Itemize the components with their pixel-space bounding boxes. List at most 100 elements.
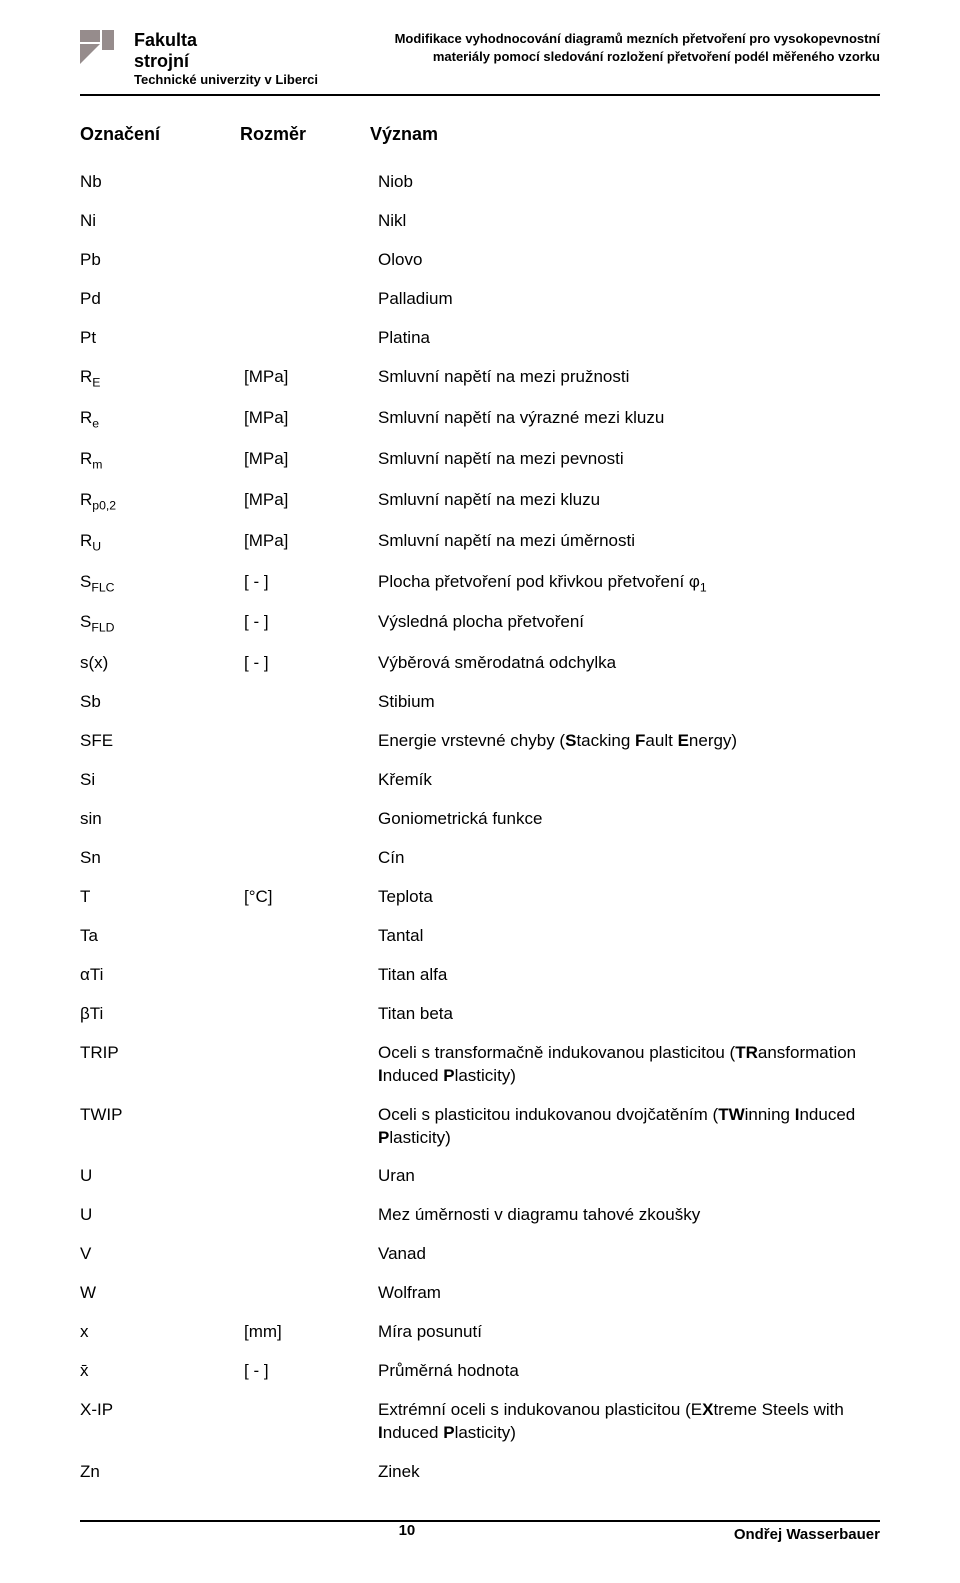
- symbol-cell: RE: [80, 358, 244, 399]
- meaning-cell: Tantal: [378, 917, 880, 956]
- meaning-cell: Smluvní napětí na mezi pružnosti: [378, 358, 880, 399]
- table-row: x[mm]Míra posunutí: [80, 1313, 880, 1352]
- meaning-cell: Výsledná plocha přetvoření: [378, 603, 880, 644]
- faculty-line1: Fakulta: [134, 30, 318, 51]
- faculty-line2: strojní: [134, 51, 318, 72]
- page-number: 10: [399, 1522, 416, 1539]
- table-row: SFLD[ - ]Výsledná plocha přetvoření: [80, 603, 880, 644]
- table-row: βTi Titan beta: [80, 995, 880, 1034]
- dimension-cell: [ - ]: [244, 563, 378, 604]
- symbol-cell: U: [80, 1157, 244, 1196]
- dimension-cell: [244, 319, 378, 358]
- symbol-cell: Re: [80, 399, 244, 440]
- meaning-cell: Nikl: [378, 202, 880, 241]
- symbol-cell: βTi: [80, 995, 244, 1034]
- meaning-cell: Zinek: [378, 1453, 880, 1492]
- table-row: RU[MPa]Smluvní napětí na mezi úměrnosti: [80, 522, 880, 563]
- symbol-cell: X-IP: [80, 1391, 244, 1453]
- dimension-cell: [ - ]: [244, 644, 378, 683]
- dimension-cell: [ - ]: [244, 603, 378, 644]
- table-row: SnCín: [80, 839, 880, 878]
- dimension-cell: [244, 761, 378, 800]
- meaning-cell: Průměrná hodnota: [378, 1352, 880, 1391]
- table-row: Re[MPa]Smluvní napětí na výrazné mezi kl…: [80, 399, 880, 440]
- symbol-cell: SFLC: [80, 563, 244, 604]
- meaning-cell: Plocha přetvoření pod křivkou přetvoření…: [378, 563, 880, 604]
- table-row: U Uran: [80, 1157, 880, 1196]
- symbol-cell: αTi: [80, 956, 244, 995]
- meaning-cell: Energie vrstevné chyby (Stacking Fault E…: [378, 722, 880, 761]
- dimension-cell: [244, 839, 378, 878]
- dimension-cell: [244, 1196, 378, 1235]
- meaning-cell: Míra posunutí: [378, 1313, 880, 1352]
- page: Fakulta strojní Technické univerzity v L…: [0, 0, 960, 1583]
- dimension-cell: [244, 280, 378, 319]
- dimension-cell: [244, 722, 378, 761]
- meaning-cell: Mez úměrnosti v diagramu tahové zkoušky: [378, 1196, 880, 1235]
- symbol-cell: RU: [80, 522, 244, 563]
- dimension-cell: [244, 995, 378, 1034]
- dimension-cell: [MPa]: [244, 399, 378, 440]
- symbol-cell: TRIP: [80, 1034, 244, 1096]
- thesis-title-line2: materiály pomocí sledování rozložení pře…: [395, 48, 880, 66]
- symbol-cell: Nb: [80, 163, 244, 202]
- meaning-cell: Platina: [378, 319, 880, 358]
- table-header: Označení Rozměr Význam: [80, 124, 880, 145]
- meaning-cell: Extrémní oceli s indukovanou plasticitou…: [378, 1391, 880, 1453]
- dimension-cell: [°C]: [244, 878, 378, 917]
- footer-author: Ondřej Wasserbauer: [734, 1526, 880, 1543]
- table-row: SFE Energie vrstevné chyby (Stacking Faul…: [80, 722, 880, 761]
- symbol-cell: V: [80, 1235, 244, 1274]
- dimension-cell: [244, 1274, 378, 1313]
- dimension-cell: [mm]: [244, 1313, 378, 1352]
- symbol-cell: x̄: [80, 1352, 244, 1391]
- table-row: PdPalladium: [80, 280, 880, 319]
- dimension-cell: [244, 202, 378, 241]
- page-footer: 10 Ondřej Wasserbauer: [80, 1520, 880, 1543]
- meaning-cell: Cín: [378, 839, 880, 878]
- dimension-cell: [244, 1453, 378, 1492]
- table-row: TRIPOceli s transformačně indukovanou pl…: [80, 1034, 880, 1096]
- table-row: VVanad: [80, 1235, 880, 1274]
- dimension-cell: [244, 1034, 378, 1096]
- symbol-cell: SFE: [80, 722, 244, 761]
- header-right: Modifikace vyhodnocování diagramů mezníc…: [395, 30, 880, 65]
- faculty-line3: Technické univerzity v Liberci: [134, 73, 318, 88]
- meaning-cell: Smluvní napětí na mezi kluzu: [378, 481, 880, 522]
- dimension-cell: [244, 683, 378, 722]
- symbol-cell: s(x): [80, 644, 244, 683]
- col-symbol-header: Označení: [80, 124, 240, 145]
- meaning-cell: Wolfram: [378, 1274, 880, 1313]
- table-row: Rm[MPa]Smluvní napětí na mezi pevnosti: [80, 440, 880, 481]
- table-row: αTiTitan alfa: [80, 956, 880, 995]
- table-row: Ni Nikl: [80, 202, 880, 241]
- meaning-cell: Titan beta: [378, 995, 880, 1034]
- meaning-cell: Křemík: [378, 761, 880, 800]
- meaning-cell: Výběrová směrodatná odchylka: [378, 644, 880, 683]
- symbol-cell: Si: [80, 761, 244, 800]
- symbol-cell: T: [80, 878, 244, 917]
- table-row: SFLC[ - ]Plocha přetvoření pod křivkou p…: [80, 563, 880, 604]
- table-row: X-IP Extrémní oceli s indukovanou plastic…: [80, 1391, 880, 1453]
- table-row: SbStibium: [80, 683, 880, 722]
- dimension-cell: [244, 163, 378, 202]
- table-row: NbNiob: [80, 163, 880, 202]
- table-row: s(x)[ - ]Výběrová směrodatná odchylka: [80, 644, 880, 683]
- dimension-cell: [244, 1096, 378, 1158]
- table-row: Si Křemík: [80, 761, 880, 800]
- dimension-cell: [MPa]: [244, 522, 378, 563]
- symbol-cell: Ta: [80, 917, 244, 956]
- dimension-cell: [244, 800, 378, 839]
- symbol-cell: Pb: [80, 241, 244, 280]
- meaning-cell: Smluvní napětí na mezi pevnosti: [378, 440, 880, 481]
- meaning-cell: Uran: [378, 1157, 880, 1196]
- symbol-cell: Ni: [80, 202, 244, 241]
- symbol-cell: Zn: [80, 1453, 244, 1492]
- col-dimension-header: Rozměr: [240, 124, 370, 145]
- symbol-cell: Sb: [80, 683, 244, 722]
- table-row: RE[MPa]Smluvní napětí na mezi pružnosti: [80, 358, 880, 399]
- university-logo-icon: [80, 30, 124, 74]
- table-row: WWolfram: [80, 1274, 880, 1313]
- meaning-cell: Teplota: [378, 878, 880, 917]
- meaning-cell: Goniometrická funkce: [378, 800, 880, 839]
